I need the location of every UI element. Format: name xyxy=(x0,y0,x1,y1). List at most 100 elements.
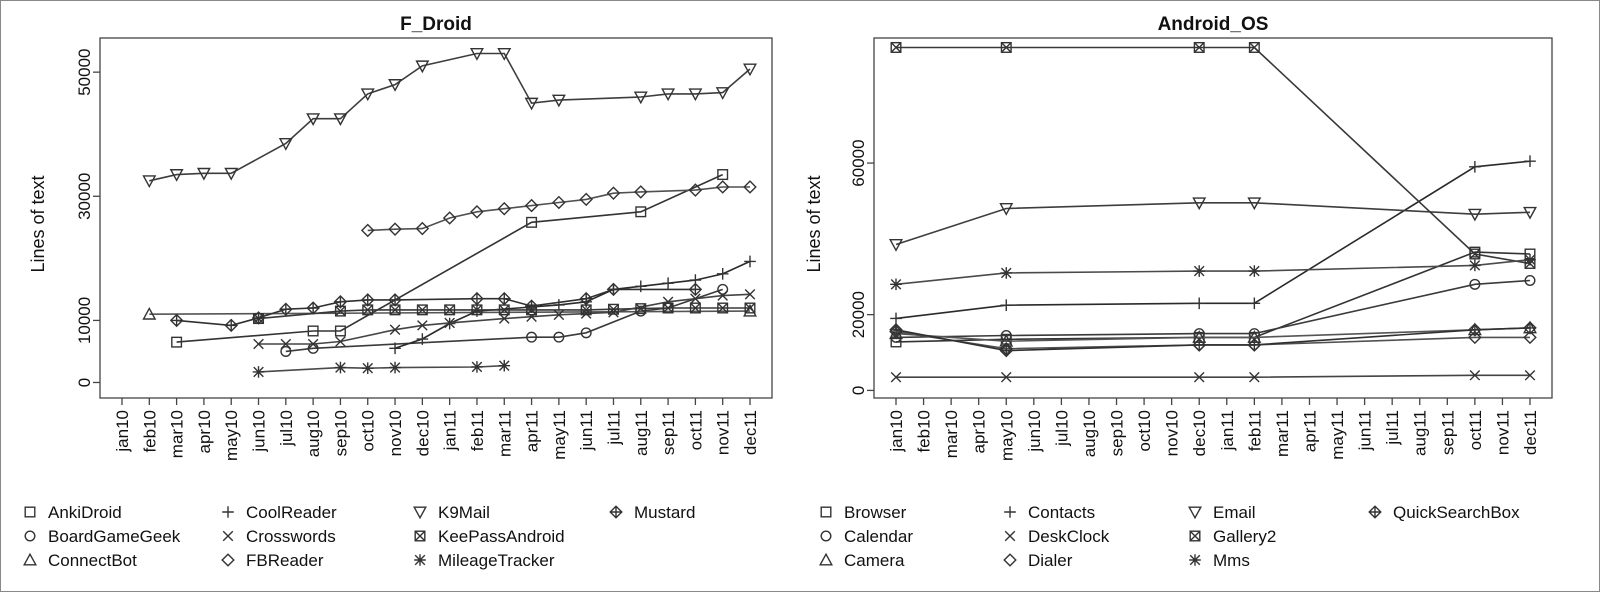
data-point xyxy=(1000,41,1012,53)
data-point xyxy=(416,333,429,345)
legend-marker xyxy=(24,506,36,518)
legend-item: FBReader xyxy=(221,551,324,570)
x-tick-label: may11 xyxy=(550,410,569,460)
legend-label: FBReader xyxy=(246,551,324,570)
data-point xyxy=(470,205,484,219)
data-point xyxy=(417,320,428,331)
data-point xyxy=(688,282,703,297)
x-tick-label: jun10 xyxy=(1025,410,1044,453)
series-line xyxy=(149,52,751,182)
data-point xyxy=(1247,197,1262,211)
x-tick-label: dec11 xyxy=(1521,410,1540,455)
legend-item: Camera xyxy=(819,551,905,570)
data-point xyxy=(335,336,346,347)
legend-label: Dialer xyxy=(1028,551,1073,570)
series-line xyxy=(895,258,1531,286)
android-os-chart: Android_OS Lines of text 0 20000 60000 jan10 f… xyxy=(804,14,1553,461)
x-tick-label: jan11 xyxy=(441,410,460,451)
x-tick-label: feb10 xyxy=(140,410,159,453)
legend-item: QuickSearchBox xyxy=(1368,503,1520,522)
y-tick-label: 10000 xyxy=(75,297,94,344)
data-point xyxy=(552,195,566,210)
x-tick-label: oct11 xyxy=(686,410,705,450)
f-droid-chart: F_Droid Lines of text 0 10000 30000 50000 jan1… xyxy=(28,14,773,461)
series-quicksearchbox xyxy=(889,321,1537,358)
series-line xyxy=(258,293,751,345)
data-point xyxy=(471,361,483,373)
x-tick-label: apr11 xyxy=(1300,410,1319,452)
chart-title: Android_OS xyxy=(1158,14,1269,35)
data-point xyxy=(389,342,401,355)
data-point xyxy=(579,192,593,207)
data-point xyxy=(142,306,157,320)
series-line xyxy=(895,202,1531,246)
x-tick-label: jan10 xyxy=(113,410,132,453)
y-tick-label: 0 xyxy=(849,386,868,395)
data-point xyxy=(999,343,1014,358)
legend-marker xyxy=(414,530,426,542)
x-tick-label: aug11 xyxy=(632,410,651,456)
data-point xyxy=(606,282,621,297)
legend-label: CoolReader xyxy=(246,503,337,522)
data-point xyxy=(717,169,729,181)
x-tick-label: jul10 xyxy=(277,410,296,447)
legend-item: AnkiDroid xyxy=(24,503,122,522)
data-point xyxy=(388,293,402,307)
data-point xyxy=(333,295,348,309)
data-point xyxy=(1193,265,1206,277)
data-point xyxy=(1469,369,1481,381)
x-tick-label: dec10 xyxy=(413,410,432,456)
x-tick-label: may11 xyxy=(1328,410,1347,460)
data-point xyxy=(1469,259,1481,272)
data-point xyxy=(1193,41,1205,53)
y-axis-label: Lines of text xyxy=(28,175,48,272)
legend-marker xyxy=(1189,554,1201,566)
x-tick-label: mar11 xyxy=(1273,410,1292,457)
data-point xyxy=(526,216,538,228)
x-tick-label: feb11 xyxy=(468,410,487,451)
series-deskclock xyxy=(890,369,1536,383)
legend-item: Mms xyxy=(1189,551,1250,570)
series-line xyxy=(149,310,751,315)
data-point xyxy=(1469,161,1481,173)
data-point xyxy=(1000,329,1012,341)
legend-marker xyxy=(221,553,235,567)
x-tick-label: dec11 xyxy=(741,410,760,455)
legend-marker xyxy=(820,506,832,518)
x-tick-label: jun11 xyxy=(1356,410,1375,451)
legend-item: Gallery2 xyxy=(1189,527,1276,546)
x-tick-label: nov10 xyxy=(386,410,405,456)
x-tick-label: jan10 xyxy=(887,410,906,453)
x-tick-label: sep11 xyxy=(659,410,678,455)
data-point xyxy=(389,361,401,374)
data-point xyxy=(526,331,538,343)
data-point xyxy=(715,87,730,100)
data-point xyxy=(579,291,593,306)
legend-marker xyxy=(23,552,37,566)
data-point xyxy=(169,169,184,182)
data-point xyxy=(307,325,319,337)
x-tick-label: jun11 xyxy=(577,410,596,451)
legend-label: DeskClock xyxy=(1028,527,1110,546)
legend-label: Mustard xyxy=(634,503,695,522)
legend-marker xyxy=(820,530,832,542)
legend-item: Mustard xyxy=(609,503,695,522)
x-tick-label: may10 xyxy=(222,410,241,461)
series-ankidroid xyxy=(171,169,729,348)
data-point xyxy=(889,322,903,337)
legend-label: Contacts xyxy=(1028,503,1095,522)
legend-item: ConnectBot xyxy=(23,551,137,570)
legend-marker xyxy=(609,505,623,519)
legend-item: Browser xyxy=(820,503,907,522)
series-line xyxy=(394,260,751,350)
legend-label: Crosswords xyxy=(246,527,336,546)
legend-item: BoardGameGeek xyxy=(24,527,181,546)
data-point xyxy=(1193,371,1205,383)
y-tick-label: 50000 xyxy=(75,48,94,95)
legend-marker xyxy=(1189,530,1201,542)
data-point xyxy=(1469,248,1481,260)
data-point xyxy=(635,303,647,315)
data-point xyxy=(580,327,592,339)
data-point xyxy=(1523,206,1537,220)
data-point xyxy=(1469,278,1481,290)
